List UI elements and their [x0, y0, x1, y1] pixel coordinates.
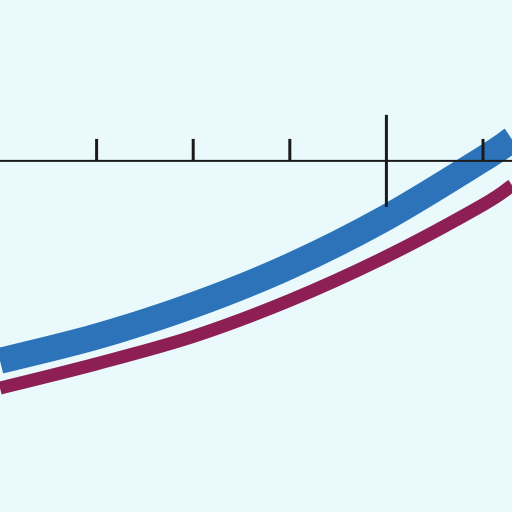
axis-layer: [0, 114, 512, 207]
series-line-1: [0, 128, 512, 374]
series-layer: [0, 128, 512, 395]
series-line-2: [0, 179, 512, 395]
